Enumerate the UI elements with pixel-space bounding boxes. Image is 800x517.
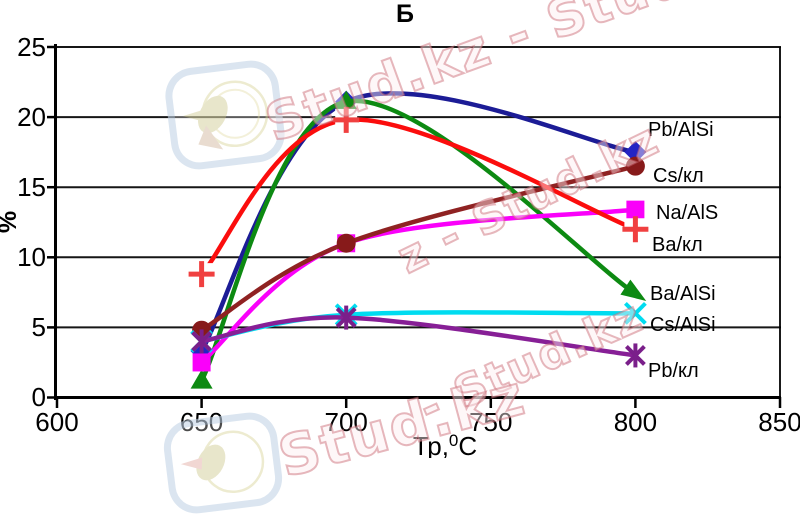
marker-asterisk — [624, 343, 646, 368]
y-tick-label: 20 — [17, 102, 46, 132]
series-label-pb-alsi: Pb/AlSi — [648, 119, 714, 141]
y-axis-ticks — [47, 45, 56, 399]
y-tick-label: 15 — [17, 172, 46, 202]
y-tick-label: 0 — [32, 382, 46, 412]
series-Pb/кл — [191, 305, 646, 368]
x-tick-label: 750 — [469, 407, 512, 437]
marker-square — [626, 200, 645, 219]
series-label-ba-alsi: Ba/AlSi — [650, 283, 716, 305]
marker-triangle — [335, 90, 358, 110]
series-Ba/AlSi — [190, 90, 647, 389]
y-tick-label: 25 — [17, 32, 46, 62]
x-axis-labels: 600 650 700 750 800 850 — [35, 407, 800, 437]
line-chart: Б 25 20 15 10 5 0 600 650 700 750 800 85… — [0, 0, 800, 461]
x-axis-title: Тр,0С — [413, 431, 477, 458]
marker-plus — [188, 261, 215, 288]
y-axis-labels: 25 20 15 10 5 0 — [17, 32, 46, 412]
marker-diamond — [624, 141, 647, 164]
series-label-ba-kl: Ва/кл — [652, 234, 703, 256]
x-tick-label: 800 — [614, 407, 657, 437]
y-axis-title: % — [0, 211, 22, 233]
series-Ва/кл — [188, 106, 649, 288]
chart-title: Б — [396, 0, 414, 28]
x-tick-label: 650 — [180, 407, 223, 437]
x-tick-label: 700 — [325, 407, 368, 437]
marker-x — [623, 301, 647, 325]
marker-arrow — [620, 279, 647, 301]
series-label-cs-alsi: Cs/AlSi — [650, 314, 716, 336]
marker-circle — [625, 156, 645, 176]
marker-plus — [333, 106, 360, 133]
series-labels: Pb/AlSi Cs/кл Na/AlS Ва/кл Ba/AlSi Cs/Al… — [648, 119, 718, 382]
marker-circle — [336, 233, 356, 253]
marker-asterisk — [191, 329, 213, 354]
marker-square — [192, 353, 211, 372]
x-axis-ticks — [55, 397, 782, 408]
series-layer — [188, 90, 649, 389]
marker-triangle — [190, 369, 213, 389]
axes — [47, 44, 782, 408]
marker-plus — [622, 216, 649, 243]
y-tick-label: 10 — [17, 242, 46, 272]
x-tick-label: 850 — [758, 407, 800, 437]
series-label-pb-kl: Pb/кл — [648, 360, 699, 382]
gridlines — [55, 46, 781, 329]
y-tick-label: 5 — [32, 312, 46, 342]
series-label-na-als: Na/AlS — [656, 202, 718, 224]
marker-asterisk — [335, 305, 357, 330]
series-label-cs-kl: Cs/кл — [653, 165, 704, 187]
x-tick-label: 600 — [35, 407, 78, 437]
